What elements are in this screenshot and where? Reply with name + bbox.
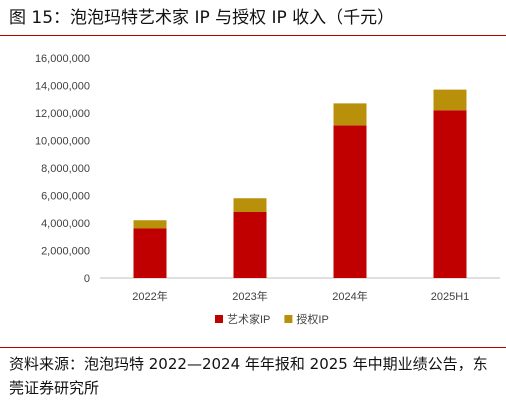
bar-licensed-ip-1 xyxy=(133,220,167,229)
legend: 艺术家IP 授权IP xyxy=(215,312,329,326)
bar-artist-ip-3 xyxy=(333,125,367,278)
y-tick-label: 6,000,000 xyxy=(41,191,90,203)
stacked-bar-chart: 0 2,000,000 4,000,000 6,000,000 8,000,000 10,… xyxy=(35,53,500,326)
x-axis-tick-labels: 2022年 2023年 2024年 2025H1 xyxy=(132,289,469,303)
source-note: 资料来源：泡泡玛特 2022—2024 年年报和 2025 年中期业绩公告，东莞… xyxy=(9,355,488,397)
y-tick-label: 10,000,000 xyxy=(35,136,90,148)
y-axis-tick-labels: 0 2,000,000 4,000,000 6,000,000 8,000,000 10,… xyxy=(35,53,90,285)
y-tick-label: 16,000,000 xyxy=(35,53,90,65)
bar-licensed-ip-3 xyxy=(333,103,367,126)
bar-artist-ip-2 xyxy=(233,212,267,278)
x-tick-label: 2025H1 xyxy=(431,291,470,303)
figure-title: 图 15：泡泡玛特艺术家 IP 与授权 IP 收入（千元） xyxy=(9,8,395,28)
x-tick-label: 2024年 xyxy=(332,289,367,303)
legend-label-licensed-ip: 授权IP xyxy=(296,312,328,326)
y-tick-label: 4,000,000 xyxy=(41,218,90,230)
title-divider xyxy=(0,35,506,36)
y-tick-label: 2,000,000 xyxy=(41,246,90,258)
legend-swatch-artist-ip xyxy=(215,315,223,323)
bar-licensed-ip-2 xyxy=(233,198,267,212)
bars xyxy=(133,89,467,278)
legend-swatch-licensed-ip xyxy=(284,315,293,323)
y-tick-label: 8,000,000 xyxy=(41,163,90,175)
bar-licensed-ip-4 xyxy=(433,89,467,111)
y-tick-label: 14,000,000 xyxy=(35,81,90,93)
x-tick-label: 2022年 xyxy=(132,289,167,303)
y-tick-label: 0 xyxy=(84,273,90,285)
bar-artist-ip-1 xyxy=(133,228,167,278)
x-tick-label: 2023年 xyxy=(232,289,267,303)
source-divider xyxy=(0,347,506,348)
y-tick-label: 12,000,000 xyxy=(35,108,90,120)
bar-artist-ip-4 xyxy=(433,110,467,278)
legend-label-artist-ip: 艺术家IP xyxy=(227,312,270,326)
